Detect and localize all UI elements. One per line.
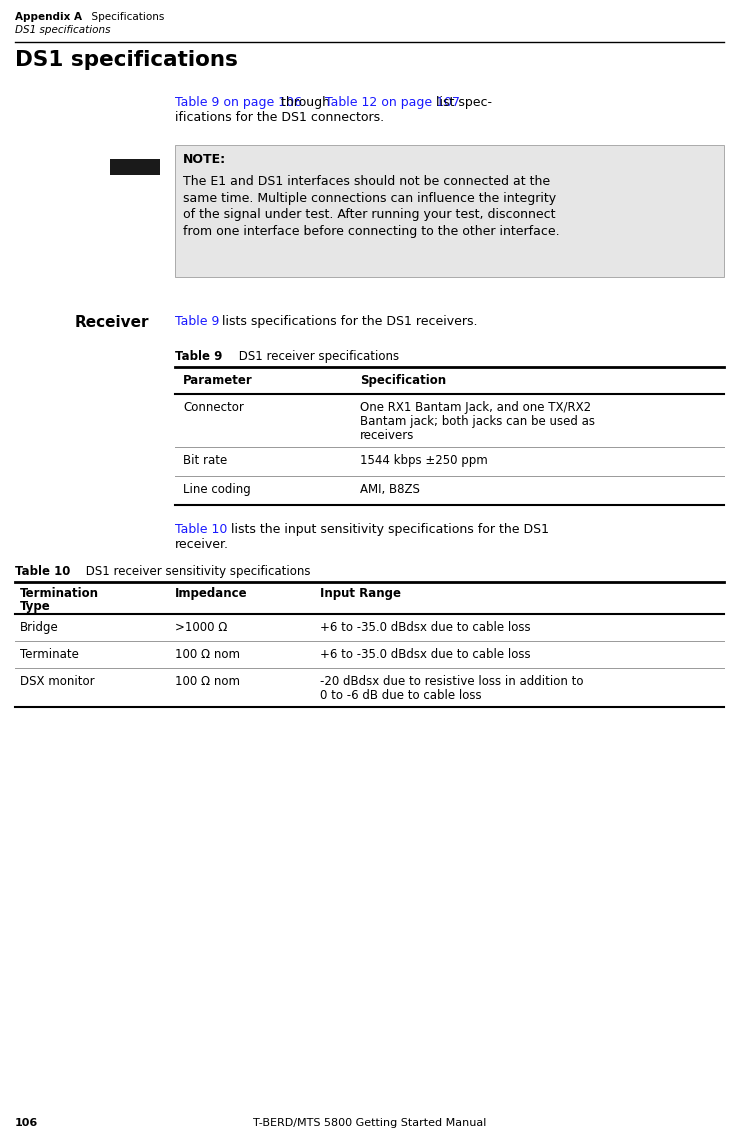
Text: Input Range: Input Range (320, 587, 401, 600)
Text: NOTE:: NOTE: (183, 152, 226, 166)
Text: Table 9: Table 9 (175, 315, 219, 328)
Text: Table 10: Table 10 (15, 564, 70, 578)
Text: Appendix A: Appendix A (15, 13, 82, 22)
Text: Bridge: Bridge (20, 621, 58, 634)
Text: lists the input sensitivity specifications for the DS1: lists the input sensitivity specificatio… (227, 523, 549, 536)
Text: DS1 receiver specifications: DS1 receiver specifications (220, 351, 399, 363)
Text: 1544 kbps ±250 ppm: 1544 kbps ±250 ppm (360, 454, 488, 467)
Text: 100 Ω nom: 100 Ω nom (175, 648, 240, 661)
Text: -20 dBdsx due to resistive loss in addition to: -20 dBdsx due to resistive loss in addit… (320, 675, 584, 688)
Text: same time. Multiple connections can influence the integrity: same time. Multiple connections can infl… (183, 191, 556, 205)
Text: Bantam jack; both jacks can be used as: Bantam jack; both jacks can be used as (360, 415, 595, 428)
Text: AMI, B8ZS: AMI, B8ZS (360, 483, 420, 496)
Text: ifications for the DS1 connectors.: ifications for the DS1 connectors. (175, 112, 384, 124)
Text: +6 to -35.0 dBdsx due to cable loss: +6 to -35.0 dBdsx due to cable loss (320, 621, 531, 634)
Text: from one interface before connecting to the other interface.: from one interface before connecting to … (183, 224, 559, 238)
Bar (175, 145, 724, 277)
Text: Specifications: Specifications (85, 13, 164, 22)
Text: list spec-: list spec- (432, 96, 491, 109)
Text: Table 12 on page 107: Table 12 on page 107 (325, 96, 460, 109)
Text: Specification: Specification (360, 374, 446, 387)
Text: DS1 specifications: DS1 specifications (15, 50, 238, 71)
Text: Table 10: Table 10 (175, 523, 228, 536)
Text: 100 Ω nom: 100 Ω nom (175, 675, 240, 688)
Text: DS1 specifications: DS1 specifications (15, 25, 111, 35)
Text: Receiver: Receiver (75, 315, 149, 330)
Text: Terminate: Terminate (20, 648, 79, 661)
Text: lists specifications for the DS1 receivers.: lists specifications for the DS1 receive… (218, 315, 477, 328)
Bar (110, 159, 160, 175)
Text: receiver.: receiver. (175, 538, 229, 551)
Text: through: through (276, 96, 333, 109)
Text: Type: Type (20, 600, 51, 613)
Text: Termination: Termination (20, 587, 99, 600)
Text: Connector: Connector (183, 401, 244, 414)
Text: Impedance: Impedance (175, 587, 248, 600)
Text: One RX1 Bantam Jack, and one TX/RX2: One RX1 Bantam Jack, and one TX/RX2 (360, 401, 591, 414)
Text: Line coding: Line coding (183, 483, 251, 496)
Text: Table 9: Table 9 (175, 351, 222, 363)
Text: DSX monitor: DSX monitor (20, 675, 95, 688)
Text: +6 to -35.0 dBdsx due to cable loss: +6 to -35.0 dBdsx due to cable loss (320, 648, 531, 661)
Text: of the signal under test. After running your test, disconnect: of the signal under test. After running … (183, 208, 556, 221)
Text: T-BERD/MTS 5800 Getting Started Manual: T-BERD/MTS 5800 Getting Started Manual (253, 1118, 486, 1128)
Text: receivers: receivers (360, 429, 415, 442)
Text: 0 to -6 dB due to cable loss: 0 to -6 dB due to cable loss (320, 688, 482, 702)
Text: The E1 and DS1 interfaces should not be connected at the: The E1 and DS1 interfaces should not be … (183, 175, 550, 188)
Text: Bit rate: Bit rate (183, 454, 228, 467)
Text: Table 9 on page 106: Table 9 on page 106 (175, 96, 302, 109)
Text: DS1 receiver sensitivity specifications: DS1 receiver sensitivity specifications (67, 564, 310, 578)
Text: Parameter: Parameter (183, 374, 253, 387)
Text: >1000 Ω: >1000 Ω (175, 621, 228, 634)
Text: 106: 106 (15, 1118, 38, 1128)
